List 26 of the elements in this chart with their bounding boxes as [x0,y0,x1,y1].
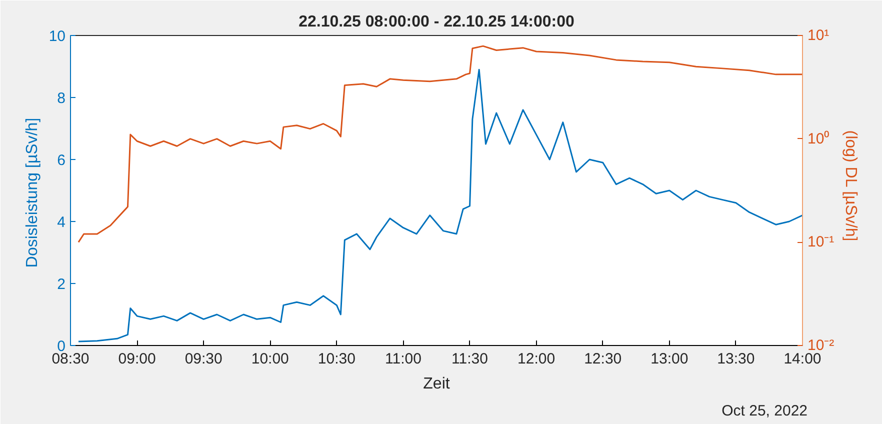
y2-tick-label: 10⁰ [808,130,830,148]
x-tick-label: 12:00 [518,350,556,368]
x-tick-label: 10:30 [318,350,356,368]
x-tick-label: 09:30 [184,350,222,368]
y-tick-label: 8 [57,90,66,107]
x-axis-title: Zeit [423,376,450,392]
line-series [78,68,802,342]
chart-title: 22.10.25 08:00:00 - 22.10.25 14:00:00 [298,14,574,30]
y-tick-label: 10 [48,28,66,45]
line-series [78,45,802,243]
x-tick-label: 13:30 [717,350,755,368]
text: Oct 25, 2022 [722,402,808,420]
y2-tick-label: 10¹ [808,27,830,44]
y2-tick-label: 10⁻¹ [808,234,834,251]
x-tick-label: 10:00 [251,350,289,368]
x-tick-label: 08:30 [52,350,90,368]
x-tick-label: 09:00 [118,350,156,368]
y2-axis-title: (log) DL [µSv/h] [842,130,860,242]
x-tick-label: 11:00 [385,350,422,368]
y-axis-title: Dosisleistung [µSv/h] [24,118,41,268]
y-tick-label: 4 [57,214,66,231]
y-tick-label: 2 [57,276,66,293]
x-tick-label: 11:30 [452,350,488,368]
x-tick-label: 12:30 [584,350,622,368]
y-tick-label: 6 [57,152,66,169]
x-tick-label: 13:00 [650,350,688,368]
